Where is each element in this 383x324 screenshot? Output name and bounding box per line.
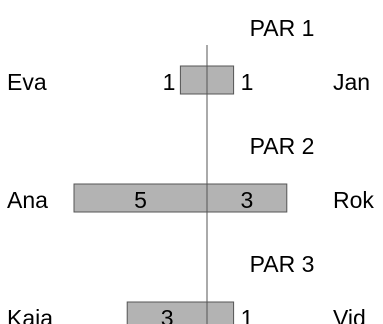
left-value-label: 5 (134, 187, 147, 213)
left-name-label: Eva (7, 69, 47, 95)
right-bar (206, 65, 235, 95)
group-title: PAR 3 (250, 251, 315, 277)
right-value-label: 1 (241, 305, 254, 324)
right-name-label: Vid (333, 305, 366, 324)
left-name-label: Ana (7, 187, 48, 213)
right-name-label: Rok (333, 187, 374, 213)
right-value-label: 3 (241, 187, 254, 213)
left-bar (179, 65, 208, 95)
right-name-label: Jan (333, 69, 370, 95)
right-value-label: 1 (241, 69, 254, 95)
left-name-label: Kaja (7, 305, 53, 324)
group-title: PAR 1 (250, 15, 315, 41)
left-value-label: 3 (161, 305, 174, 324)
left-value-label: 1 (163, 69, 176, 95)
right-bar (206, 301, 235, 324)
pair-groups: PAR 1 1 1 Eva Jan PAR 2 5 3 Ana Rok PAR 3 3 1 Kaja Vid (7, 15, 374, 324)
left-bar (73, 183, 208, 213)
group-title: PAR 2 (250, 133, 315, 159)
right-bar (206, 183, 288, 213)
